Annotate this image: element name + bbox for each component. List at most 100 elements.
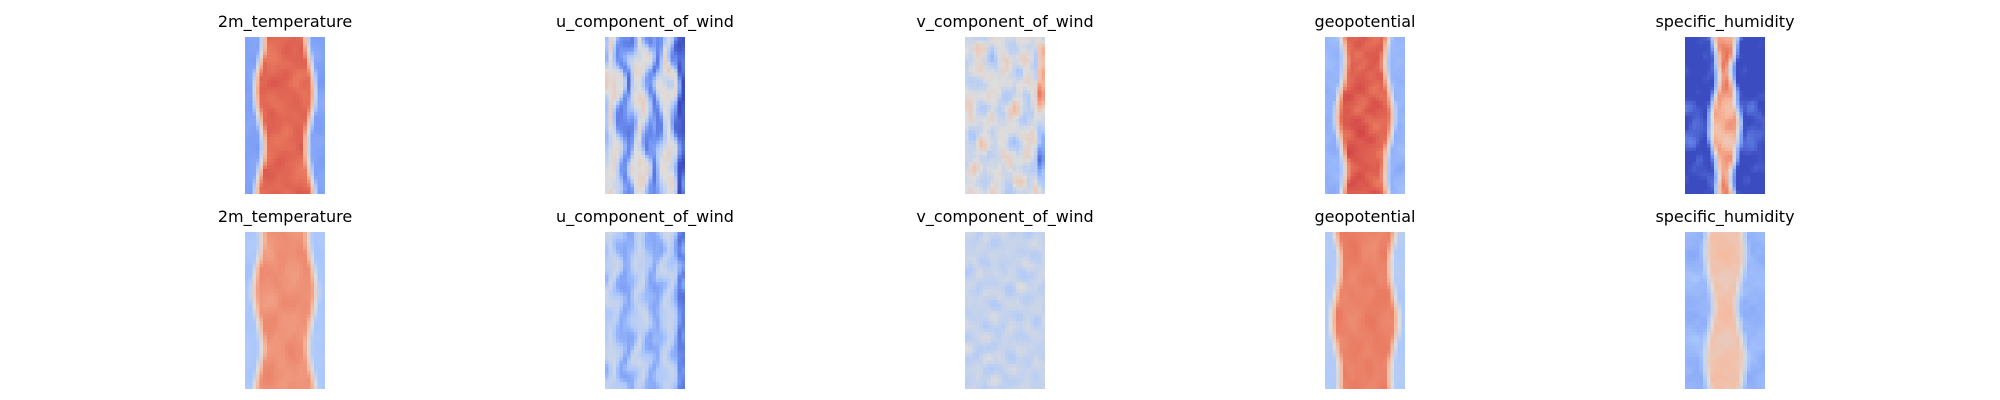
heatmap-cell (292, 122, 297, 127)
heatmap-cell (248, 108, 253, 113)
heatmap-cell (266, 151, 272, 156)
heatmap-cell (321, 108, 325, 113)
heatmap-cell (1037, 47, 1042, 52)
heatmap-cell (248, 65, 253, 70)
heatmap-cell (641, 90, 646, 95)
heatmap-cell (1743, 129, 1748, 134)
heatmap-cell (259, 72, 264, 77)
heatmap-cell (681, 154, 685, 159)
heatmap-cell (277, 44, 282, 49)
heatmap-cell (303, 249, 308, 255)
heatmap-cell (655, 58, 661, 63)
heatmap-cell (255, 126, 261, 131)
heatmap-cell (634, 154, 639, 159)
heatmap-cell (1328, 58, 1333, 63)
heatmap-cell (1343, 94, 1348, 99)
heatmap-cell (263, 54, 268, 60)
heatmap-cell (1390, 129, 1395, 134)
heatmap-cell (1728, 122, 1733, 127)
heatmap-cell (1379, 47, 1384, 52)
heatmap-cell (270, 249, 275, 255)
heatmap-cell (641, 72, 646, 77)
heatmap-cell (314, 76, 319, 81)
heatmap-cell (634, 172, 639, 177)
heatmap-cell (605, 58, 610, 63)
heatmap-cell (306, 140, 312, 145)
heatmap-cell (1721, 65, 1726, 70)
heatmap-cell (1710, 144, 1715, 149)
heatmap-cell (288, 147, 293, 152)
heatmap-cell (285, 115, 290, 120)
heatmap-cell (1710, 83, 1715, 88)
heatmap-cell (619, 79, 624, 84)
heatmap-cell (248, 90, 253, 95)
heatmap-cell (259, 165, 264, 170)
heatmap-cell (1346, 151, 1352, 156)
heatmap-cell (1030, 86, 1035, 92)
heatmap-cell (1379, 169, 1384, 174)
heatmap-cell (263, 158, 268, 163)
heatmap-cell (630, 51, 635, 56)
heatmap-cell (1739, 108, 1744, 113)
heatmap-cell (677, 111, 682, 117)
heatmap-cell (285, 108, 290, 113)
heatmap-cell (990, 119, 995, 124)
heatmap-cell (608, 158, 613, 163)
heatmap-cell (986, 183, 992, 188)
heatmap-cell (1350, 122, 1355, 127)
heatmap-cell (274, 169, 279, 174)
heatmap-cell (1030, 136, 1035, 142)
heatmap-cell (277, 144, 282, 149)
heatmap-cell (1361, 190, 1366, 194)
heatmap-cell (1343, 176, 1348, 181)
heatmap-cell (1386, 165, 1392, 170)
heatmap-cell (288, 54, 293, 60)
heatmap-cell (1379, 37, 1384, 42)
heatmap-cell (1703, 97, 1708, 102)
heatmap-cell (997, 72, 1002, 77)
heatmap-cell (288, 104, 293, 109)
heatmap-cell (1695, 97, 1701, 102)
heatmap-cell (972, 133, 977, 138)
heatmap-cell (245, 126, 250, 131)
heatmap-cell (1350, 190, 1355, 194)
heatmap-cell (321, 133, 325, 138)
heatmap-cell (1361, 86, 1366, 92)
heatmap-cell (1012, 72, 1017, 77)
heatmap-cell (1757, 37, 1762, 42)
heatmap-cell (1721, 61, 1726, 67)
heatmap-cell (292, 186, 297, 192)
heatmap-cell (1328, 65, 1333, 70)
heatmap-cell (1365, 47, 1370, 52)
heatmap-cell (1754, 58, 1759, 63)
heatmap-cell (303, 58, 308, 63)
heatmap-cell (1721, 129, 1726, 134)
heatmap-cell (255, 235, 261, 240)
heatmap-cell (1026, 97, 1032, 102)
heatmap-cell (670, 90, 675, 95)
heatmap-cell (626, 115, 632, 120)
heatmap-cell (990, 54, 995, 60)
heatmap-cell (626, 44, 632, 49)
heatmap-cell (1394, 183, 1399, 188)
heatmap-cell (1703, 69, 1708, 74)
heatmap-cell (263, 94, 268, 99)
heatmap-cell (637, 126, 642, 131)
heatmap-cell (626, 104, 632, 109)
heatmap-cell (655, 136, 661, 142)
heatmap-cell (1346, 186, 1352, 192)
heatmap-cell (1757, 83, 1762, 88)
heatmap-cell (1339, 44, 1344, 49)
heatmap-cell (1757, 186, 1762, 192)
heatmap-cell (615, 190, 621, 194)
heatmap-cell (288, 176, 293, 181)
heatmap-cell (990, 76, 995, 81)
heatmap-cell (295, 154, 301, 159)
heatmap-cell (1735, 126, 1741, 131)
heatmap-cell (612, 90, 617, 95)
heatmap-cell (1725, 165, 1730, 170)
heatmap-cell (1390, 115, 1395, 120)
heatmap-cell (277, 172, 282, 177)
heatmap-cell (1005, 37, 1010, 42)
heatmap-cell (615, 186, 621, 192)
